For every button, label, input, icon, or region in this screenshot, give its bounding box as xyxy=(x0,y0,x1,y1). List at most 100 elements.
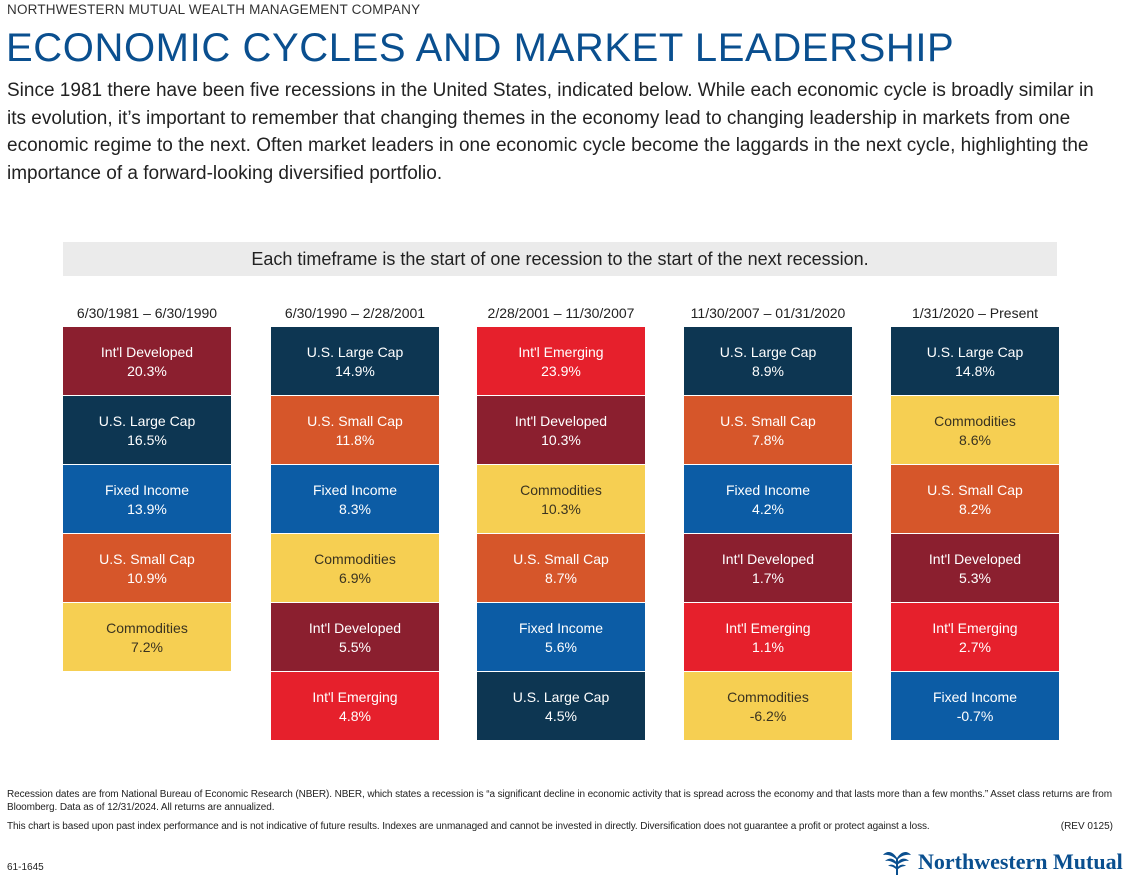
asset-name: Int'l Developed xyxy=(100,344,194,360)
document-code: 61-1645 xyxy=(7,862,44,873)
asset-cell: Int'l Developed 10.3% xyxy=(477,396,645,464)
asset-return: 10.3% xyxy=(541,432,581,448)
asset-name: Int'l Emerging xyxy=(312,689,398,705)
asset-name: U.S. Small Cap xyxy=(307,413,403,429)
asset-cell: Commodities 7.2% xyxy=(63,603,231,671)
asset-cell: U.S. Small Cap 8.7% xyxy=(477,534,645,602)
asset-name: Int'l Emerging xyxy=(518,344,604,360)
asset-cell: U.S. Small Cap 11.8% xyxy=(271,396,439,464)
asset-cell: Int'l Emerging 2.7% xyxy=(891,603,1059,671)
asset-return: 5.3% xyxy=(959,570,991,586)
period-column: 6/30/1981 – 6/30/1990 Int'l Developed 20.3… xyxy=(63,303,231,672)
company-name: NORTHWESTERN MUTUAL WEALTH MANAGEMENT CO… xyxy=(7,2,421,17)
footnote-disclaimer: This chart is based upon past index perf… xyxy=(7,821,930,832)
footnote-recession: Recession dates are from National Bureau… xyxy=(7,789,1112,813)
asset-return: 5.6% xyxy=(545,639,577,655)
asset-return: 4.8% xyxy=(339,708,371,724)
asset-return: 7.2% xyxy=(131,639,163,655)
asset-name: Fixed Income xyxy=(104,482,190,498)
asset-return: 13.9% xyxy=(127,501,167,517)
asset-return: 5.5% xyxy=(339,639,371,655)
asset-cell: U.S. Small Cap 8.2% xyxy=(891,465,1059,533)
asset-return: -0.7% xyxy=(956,708,994,724)
asset-name: U.S. Large Cap xyxy=(98,413,196,429)
asset-return: 10.3% xyxy=(541,501,581,517)
asset-cell: Int'l Developed 5.5% xyxy=(271,603,439,671)
asset-return: 11.8% xyxy=(335,432,375,448)
asset-name: Int'l Emerging xyxy=(932,620,1018,636)
asset-cell: Fixed Income 13.9% xyxy=(63,465,231,533)
intro-paragraph: Since 1981 there have been five recessio… xyxy=(7,80,1094,184)
period-label: 11/30/2007 – 01/31/2020 xyxy=(690,305,846,321)
asset-name: U.S. Small Cap xyxy=(99,551,195,567)
asset-return: -6.2% xyxy=(749,708,787,724)
asset-name: U.S. Large Cap xyxy=(306,344,404,360)
company-logo: Northwestern Mutual xyxy=(882,848,1123,876)
asset-return: 4.2% xyxy=(752,501,784,517)
asset-cell: Fixed Income 5.6% xyxy=(477,603,645,671)
asset-cell: Commodities 8.6% xyxy=(891,396,1059,464)
asset-name: Int'l Developed xyxy=(928,551,1022,567)
asset-name: Commodities xyxy=(727,689,809,705)
asset-cell: U.S. Small Cap 10.9% xyxy=(63,534,231,602)
asset-cell: Fixed Income -0.7% xyxy=(891,672,1059,740)
asset-return: 14.9% xyxy=(335,363,375,379)
asset-return: 8.7% xyxy=(545,570,577,586)
asset-cell: Int'l Developed 1.7% xyxy=(684,534,852,602)
asset-return: 7.8% xyxy=(752,432,784,448)
asset-cell: Int'l Emerging 4.8% xyxy=(271,672,439,740)
logo-text: Northwestern Mutual xyxy=(918,849,1123,874)
asset-return: 6.9% xyxy=(339,570,371,586)
asset-name: Int'l Developed xyxy=(721,551,815,567)
asset-return: 10.9% xyxy=(127,570,167,586)
asset-return: 8.2% xyxy=(959,501,991,517)
asset-cell: Fixed Income 8.3% xyxy=(271,465,439,533)
asset-name: Commodities xyxy=(314,551,396,567)
period-label: 2/28/2001 – 11/30/2007 xyxy=(487,305,635,321)
asset-cell: U.S. Large Cap 14.9% xyxy=(271,327,439,395)
asset-name: Int'l Emerging xyxy=(725,620,811,636)
asset-return: 8.3% xyxy=(339,501,371,517)
asset-cell: Commodities -6.2% xyxy=(684,672,852,740)
fern-logo-icon xyxy=(883,851,911,875)
asset-return: 2.7% xyxy=(959,639,991,655)
revision-code: (REV 0125) xyxy=(1060,821,1113,832)
timeframe-banner: Each timeframe is the start of one reces… xyxy=(63,242,1057,276)
asset-name: U.S. Small Cap xyxy=(513,551,609,567)
period-column: 2/28/2001 – 11/30/2007 Int'l Emerging 23.9… xyxy=(477,303,645,741)
asset-cell: Int'l Developed 20.3% xyxy=(63,327,231,395)
asset-name: U.S. Large Cap xyxy=(512,689,610,705)
period-label: 1/31/2020 – Present xyxy=(911,305,1039,321)
period-column: 11/30/2007 – 01/31/2020 U.S. Large Cap 8.9… xyxy=(684,303,852,741)
period-label: 6/30/1990 – 2/28/2001 xyxy=(284,305,426,321)
asset-cell: U.S. Small Cap 7.8% xyxy=(684,396,852,464)
asset-name: Fixed Income xyxy=(932,689,1018,705)
asset-cell: U.S. Large Cap 14.8% xyxy=(891,327,1059,395)
asset-name: Fixed Income xyxy=(312,482,398,498)
asset-name: U.S. Large Cap xyxy=(719,344,817,360)
asset-return: 4.5% xyxy=(545,708,577,724)
asset-name: Int'l Developed xyxy=(308,620,402,636)
asset-return: 1.1% xyxy=(752,639,784,655)
asset-return: 8.6% xyxy=(959,432,991,448)
period-label: 6/30/1981 – 6/30/1990 xyxy=(76,305,218,321)
asset-cell: Commodities 10.3% xyxy=(477,465,645,533)
asset-return: 16.5% xyxy=(127,432,167,448)
asset-return: 8.9% xyxy=(752,363,784,379)
asset-name: U.S. Small Cap xyxy=(927,482,1023,498)
asset-name: U.S. Large Cap xyxy=(926,344,1024,360)
page-title: ECONOMIC CYCLES AND MARKET LEADERSHIP xyxy=(6,26,955,70)
asset-name: Commodities xyxy=(520,482,602,498)
period-column: 1/31/2020 – Present U.S. Large Cap 14.8% Co… xyxy=(891,303,1059,741)
asset-name: Fixed Income xyxy=(518,620,604,636)
asset-name: Int'l Developed xyxy=(514,413,608,429)
asset-cell: U.S. Large Cap 8.9% xyxy=(684,327,852,395)
period-column: 6/30/1990 – 2/28/2001 U.S. Large Cap 14.9%… xyxy=(271,303,439,741)
asset-return: 23.9% xyxy=(541,363,581,379)
asset-cell: Commodities 6.9% xyxy=(271,534,439,602)
asset-name: Commodities xyxy=(934,413,1016,429)
asset-return: 1.7% xyxy=(752,570,784,586)
asset-name: U.S. Small Cap xyxy=(720,413,816,429)
asset-name: Fixed Income xyxy=(725,482,811,498)
asset-cell: Int'l Emerging 23.9% xyxy=(477,327,645,395)
